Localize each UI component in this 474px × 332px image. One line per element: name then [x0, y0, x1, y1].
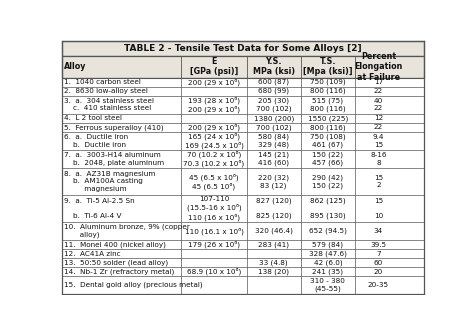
Text: 750 (109): 750 (109) — [310, 79, 346, 85]
Text: 1.  1040 carbon steel: 1. 1040 carbon steel — [64, 79, 141, 85]
Bar — [62, 56, 424, 78]
Text: 22: 22 — [374, 124, 383, 130]
Text: 13.  50:50 solder (lead alloy): 13. 50:50 solder (lead alloy) — [64, 259, 169, 266]
Text: 60: 60 — [374, 260, 383, 266]
Text: 15
2: 15 2 — [374, 175, 383, 188]
Text: 150 (22)
457 (66): 150 (22) 457 (66) — [312, 152, 343, 166]
Text: 800 (116): 800 (116) — [310, 88, 346, 95]
Text: 200 (29 x 10⁶): 200 (29 x 10⁶) — [188, 124, 240, 131]
Text: 750 (108)
461 (67): 750 (108) 461 (67) — [310, 133, 346, 148]
Text: 145 (21)
416 (60): 145 (21) 416 (60) — [258, 152, 289, 166]
Text: 45 (6.5 x 10⁶)
45 (6.5 10⁶): 45 (6.5 x 10⁶) 45 (6.5 10⁶) — [189, 173, 239, 190]
Bar — [62, 96, 424, 114]
Bar — [62, 78, 424, 87]
Bar — [62, 123, 424, 132]
Text: 205 (30)
700 (102): 205 (30) 700 (102) — [256, 98, 292, 112]
Text: 220 (32)
83 (12): 220 (32) 83 (12) — [258, 174, 289, 189]
Text: 10.  Aluminum bronze, 9% (copper
       alloy): 10. Aluminum bronze, 9% (copper alloy) — [64, 224, 190, 238]
Text: 12.  AC41A zinc: 12. AC41A zinc — [64, 251, 121, 257]
Bar — [62, 276, 424, 294]
Text: 2.  8630 low-alloy steel: 2. 8630 low-alloy steel — [64, 88, 148, 94]
Bar — [62, 267, 424, 276]
Bar — [62, 168, 424, 195]
Text: 7.  a.  3003-H14 aluminum
    b.  2048, plate aluminum: 7. a. 3003-H14 aluminum b. 2048, plate a… — [64, 152, 164, 166]
Text: TABLE 2 - Tensile Test Data for Some Alloys [2]: TABLE 2 - Tensile Test Data for Some All… — [124, 44, 362, 53]
Text: 200 (29 x 10⁶): 200 (29 x 10⁶) — [188, 78, 240, 86]
Text: 8.  a.  AZ31B magnesium
    b.  AM100A casting
         magnesium: 8. a. AZ31B magnesium b. AM100A casting … — [64, 171, 156, 192]
Text: 193 (28 x 10⁶)
200 (29 x 10⁶): 193 (28 x 10⁶) 200 (29 x 10⁶) — [188, 96, 240, 113]
Text: 3.  a.  304 stainless steel
    c.  410 stainless steel: 3. a. 304 stainless steel c. 410 stainle… — [64, 98, 155, 112]
Bar — [62, 222, 424, 240]
Text: 107-110
(15.5-16 x 10⁶)
110 (16 x 10⁶): 107-110 (15.5-16 x 10⁶) 110 (16 x 10⁶) — [187, 196, 241, 221]
Text: 12: 12 — [374, 115, 383, 121]
Text: 15

10: 15 10 — [374, 198, 383, 219]
Text: 652 (94.5): 652 (94.5) — [309, 228, 347, 234]
Bar — [62, 41, 424, 56]
Text: 39.5: 39.5 — [370, 242, 386, 248]
Text: 328 (47.6): 328 (47.6) — [309, 250, 347, 257]
Text: 9.4
15: 9.4 15 — [373, 134, 384, 148]
Bar — [62, 249, 424, 258]
Text: 8-16
8: 8-16 8 — [370, 152, 387, 166]
Text: 110 (16.1 x 10⁶): 110 (16.1 x 10⁶) — [184, 227, 244, 235]
Text: 42 (6.0): 42 (6.0) — [314, 259, 342, 266]
Text: 6.  a.  Ductile iron
    b.  Ductile iron: 6. a. Ductile iron b. Ductile iron — [64, 134, 128, 148]
Text: 33 (4.8): 33 (4.8) — [259, 259, 288, 266]
Text: 1550 (225): 1550 (225) — [308, 115, 348, 122]
Text: 20-35: 20-35 — [368, 282, 389, 288]
Text: 310 - 380
(45-55): 310 - 380 (45-55) — [310, 278, 345, 292]
Text: 22: 22 — [374, 88, 383, 94]
Text: 800 (116): 800 (116) — [310, 124, 346, 130]
Text: 862 (125)

895 (130): 862 (125) 895 (130) — [310, 198, 346, 219]
Text: 600 (87): 600 (87) — [258, 79, 289, 85]
Text: 165 (24 x 10⁶)
169 (24.5 x 10⁶): 165 (24 x 10⁶) 169 (24.5 x 10⁶) — [184, 132, 244, 149]
Bar — [62, 87, 424, 96]
Text: 580 (84)
329 (48): 580 (84) 329 (48) — [258, 133, 289, 148]
Text: 680 (99): 680 (99) — [258, 88, 289, 95]
Text: 11.  Monel 400 (nickel alloy): 11. Monel 400 (nickel alloy) — [64, 241, 166, 248]
Text: 15.  Dental gold alloy (precious metal): 15. Dental gold alloy (precious metal) — [64, 282, 203, 289]
Text: 138 (20): 138 (20) — [258, 268, 289, 275]
Text: 290 (42)
150 (22): 290 (42) 150 (22) — [312, 174, 343, 189]
Text: 20: 20 — [374, 269, 383, 275]
Text: Percent
Elongation
at Failure: Percent Elongation at Failure — [354, 52, 403, 82]
Text: 34: 34 — [374, 228, 383, 234]
Text: 14.  Nb-1 Zr (refractory metal): 14. Nb-1 Zr (refractory metal) — [64, 268, 174, 275]
Text: 70 (10.2 x 10⁶)
70.3 (10.2 x 10⁶): 70 (10.2 x 10⁶) 70.3 (10.2 x 10⁶) — [183, 150, 245, 167]
Text: 827 (120)

825 (120): 827 (120) 825 (120) — [256, 198, 292, 219]
Text: 7: 7 — [376, 251, 381, 257]
Text: 17: 17 — [374, 79, 383, 85]
Text: E
[GPa (psi)]: E [GPa (psi)] — [190, 57, 238, 76]
Bar — [62, 114, 424, 123]
Text: 5.  Ferrous superalloy (410): 5. Ferrous superalloy (410) — [64, 124, 164, 130]
Text: 1380 (200): 1380 (200) — [254, 115, 294, 122]
Bar — [62, 240, 424, 249]
Text: 4.  L 2 tool steel: 4. L 2 tool steel — [64, 115, 122, 121]
Text: 515 (75)
800 (116): 515 (75) 800 (116) — [310, 98, 346, 112]
Text: 241 (35): 241 (35) — [312, 268, 343, 275]
Text: 283 (41): 283 (41) — [258, 241, 289, 248]
Text: 320 (46.4): 320 (46.4) — [255, 228, 292, 234]
Bar — [62, 132, 424, 150]
Bar — [62, 258, 424, 267]
Bar — [62, 150, 424, 168]
Text: 9.  a.  Ti-5 Al-2.5 Sn

    b.  Ti-6 Al-4 V: 9. a. Ti-5 Al-2.5 Sn b. Ti-6 Al-4 V — [64, 198, 135, 219]
Bar — [62, 195, 424, 222]
Text: 68.9 (10 x 10⁶): 68.9 (10 x 10⁶) — [187, 268, 241, 276]
Text: 179 (26 x 10⁶): 179 (26 x 10⁶) — [188, 241, 240, 248]
Text: 579 (84): 579 (84) — [312, 241, 343, 248]
Text: 40
22: 40 22 — [374, 98, 383, 112]
Text: Alloy: Alloy — [64, 62, 87, 71]
Text: 700 (102): 700 (102) — [256, 124, 292, 130]
Text: T.S.
[Mpa (ksi)]: T.S. [Mpa (ksi)] — [303, 57, 353, 76]
Text: Y.S.
MPa (ksi): Y.S. MPa (ksi) — [253, 57, 295, 76]
